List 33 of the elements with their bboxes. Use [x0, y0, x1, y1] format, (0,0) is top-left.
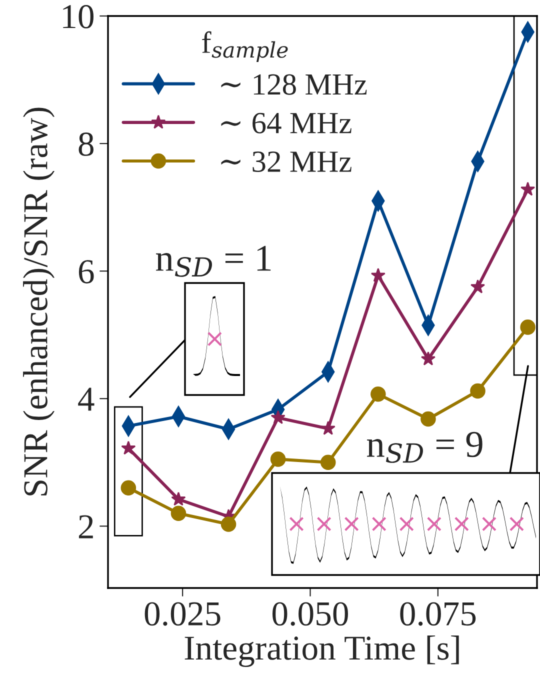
- point: [171, 492, 186, 506]
- x-tick-label: 0.050: [272, 602, 348, 626]
- y-tick-label: 8: [78, 132, 94, 156]
- point: [520, 320, 536, 335]
- point: [320, 454, 336, 470]
- point: [320, 420, 336, 435]
- y-tick-label: 2: [78, 515, 93, 538]
- point: [370, 386, 386, 402]
- point: [420, 411, 436, 427]
- legend-label: ∼ 32 MHz: [221, 151, 352, 172]
- point: [470, 279, 486, 294]
- y-axis-title: SNR (enhanced)/SNR (raw): [23, 108, 55, 496]
- point: [220, 516, 236, 532]
- y-tick-label: 6: [78, 260, 94, 284]
- legend-label: ∼ 64 MHz: [221, 112, 352, 134]
- y-tick-label: 4: [78, 388, 94, 411]
- point: [121, 440, 136, 455]
- point: [270, 410, 286, 424]
- point: [370, 268, 386, 282]
- x-tick-label: 0.075: [400, 602, 476, 626]
- annotation: n$_{SD}$ = 9: [366, 432, 482, 463]
- point: [470, 383, 486, 399]
- legend-title: f$_{sample}$: [202, 31, 288, 62]
- point: [420, 351, 436, 366]
- point: [270, 452, 286, 467]
- point: [120, 480, 136, 496]
- point: [170, 506, 186, 522]
- annotation: n$_{SD}$ = 1: [156, 246, 271, 277]
- y-tick-label: 10: [63, 4, 94, 28]
- point: [520, 182, 536, 196]
- legend-label: ∼ 128 MHz: [221, 74, 367, 95]
- x-tick-label: 0.025: [144, 602, 220, 626]
- x-axis-title: Integration Time [s]: [184, 635, 459, 668]
